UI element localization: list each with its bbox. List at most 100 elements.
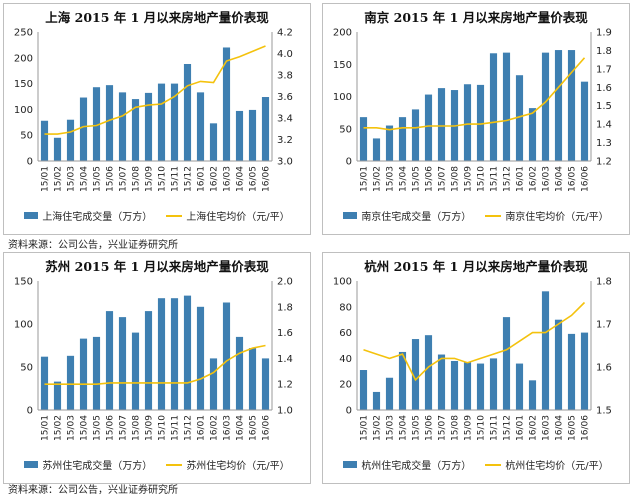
volume-bar: [248, 348, 257, 410]
x-tick-label: 16/06: [581, 166, 591, 192]
chart-panel-nanjing: 南京 2015 年 1 月以来房地产量价表现 0 50 100 150 200 1.2 1.…: [322, 3, 630, 235]
volume-bar: [118, 317, 127, 410]
y-left-tick-label: 50: [20, 131, 33, 142]
y-right-tick-label: 1.3: [596, 138, 612, 149]
volume-bar: [476, 84, 485, 161]
volume-bar: [528, 108, 537, 161]
y-right-tick-label: 1.5: [596, 101, 612, 112]
y-left-tick-label: 100: [14, 105, 33, 116]
volume-bar: [196, 92, 205, 161]
volume-bar: [222, 302, 231, 410]
legend-label-volume: 苏州住宅成交量（万方）: [42, 461, 153, 472]
volume-bar: [53, 381, 62, 410]
volume-bar: [92, 87, 101, 161]
volume-bar: [261, 97, 270, 161]
volume-bar: [437, 88, 446, 161]
legend-item-volume: 杭州住宅成交量（万方）: [343, 457, 471, 472]
x-tick-label: 15/02: [54, 415, 64, 441]
x-tick-label: 15/12: [503, 166, 513, 192]
volume-bar: [450, 360, 459, 410]
x-tick-label: 15/01: [360, 415, 370, 441]
volume-bar: [502, 317, 511, 410]
chart-title: 杭州 2015 年 1 月以来房地产量价表现: [364, 259, 588, 274]
x-tick-label: 15/12: [503, 415, 513, 441]
x-tick-label: 16/06: [262, 166, 272, 192]
legend-line-swatch: [166, 463, 183, 466]
x-tick-label: 16/01: [516, 415, 526, 441]
volume-bar: [183, 295, 192, 410]
price-line: [44, 45, 266, 135]
volume-bar: [359, 117, 368, 161]
y-left-tick-label: 0: [27, 157, 33, 168]
y-left-tick-label: 250: [14, 28, 33, 39]
y-right-tick-label: 1.4: [596, 120, 612, 131]
volume-bar: [157, 298, 166, 410]
volume-bar: [372, 138, 381, 161]
y-right-tick-label: 3.6: [277, 92, 293, 103]
x-tick-label: 15/03: [386, 166, 396, 192]
x-tick-label: 16/03: [223, 415, 233, 441]
x-tick-label: 15/08: [132, 166, 142, 192]
y-right-tick-label: 1.6: [596, 363, 612, 374]
volume-bar: [79, 97, 88, 161]
volume-bar: [463, 84, 472, 161]
y-right-tick-label: 1.6: [596, 83, 612, 94]
volume-bar: [437, 354, 446, 410]
y-right-tick-label: 2.0: [277, 277, 293, 288]
volume-bar: [53, 137, 62, 161]
x-tick-label: 15/09: [145, 166, 155, 192]
chart-title: 南京 2015 年 1 月以来房地产量价表现: [364, 10, 588, 25]
volume-bar: [261, 358, 270, 410]
x-tick-label: 16/03: [223, 166, 233, 192]
y-left-tick-label: 200: [14, 53, 33, 64]
volume-bar: [222, 47, 231, 162]
volume-bar: [170, 83, 179, 161]
y-right-tick-label: 3.4: [277, 114, 293, 125]
volume-bar: [528, 380, 537, 410]
y-left-tick-label: 150: [14, 277, 33, 288]
y-left-tick-label: 100: [333, 92, 352, 103]
x-tick-label: 15/03: [386, 415, 396, 441]
x-tick-label: 15/04: [399, 166, 409, 192]
volume-bar: [235, 336, 244, 410]
price-line: [363, 57, 586, 131]
source-note: 资料来源：公司公告，兴业证券研究所: [8, 240, 178, 251]
x-tick-label: 15/02: [373, 415, 383, 441]
y-right-tick-label: 3.0: [277, 157, 293, 168]
y-right-tick-label: 4.2: [277, 28, 293, 39]
y-right-tick-label: 1.9: [596, 28, 612, 39]
volume-bar: [170, 298, 179, 410]
volume-bar: [144, 311, 153, 410]
volume-bar: [502, 52, 511, 161]
x-tick-label: 15/11: [490, 415, 500, 441]
y-left-tick-label: 50: [339, 124, 352, 135]
y-left-tick-label: 50: [20, 363, 33, 374]
price-line: [363, 301, 586, 382]
legend-label-price: 苏州住宅均价（元/平）: [186, 461, 290, 472]
x-tick-label: 15/03: [67, 415, 77, 441]
x-tick-label: 15/11: [171, 415, 181, 441]
y-left-tick-label: 0: [346, 406, 352, 417]
volume-bar: [40, 356, 49, 410]
chart-legend: 杭州住宅成交量（万方） 杭州住宅均价（元/平）: [323, 457, 629, 472]
legend-label-price: 杭州住宅均价（元/平）: [505, 461, 609, 472]
x-tick-label: 15/08: [132, 415, 142, 441]
x-tick-label: 15/05: [93, 415, 103, 441]
y-right-tick-label: 1.7: [596, 64, 612, 75]
y-right-tick-label: 1.8: [277, 302, 293, 313]
volume-bar: [541, 291, 550, 410]
x-tick-label: 15/09: [464, 415, 474, 441]
legend-item-price: 上海住宅均价（元/平）: [166, 208, 290, 223]
y-left-tick-label: 40: [339, 354, 352, 365]
volume-bar: [92, 336, 101, 410]
volume-bar: [489, 53, 498, 161]
y-left-tick-label: 0: [27, 406, 33, 417]
x-tick-label: 16/05: [568, 415, 578, 441]
legend-label-price: 上海住宅均价（元/平）: [186, 212, 290, 223]
x-tick-label: 15/07: [119, 166, 129, 192]
volume-bar: [463, 362, 472, 410]
volume-bar: [66, 355, 75, 410]
x-tick-label: 15/12: [184, 415, 194, 441]
x-tick-label: 15/07: [119, 415, 129, 441]
